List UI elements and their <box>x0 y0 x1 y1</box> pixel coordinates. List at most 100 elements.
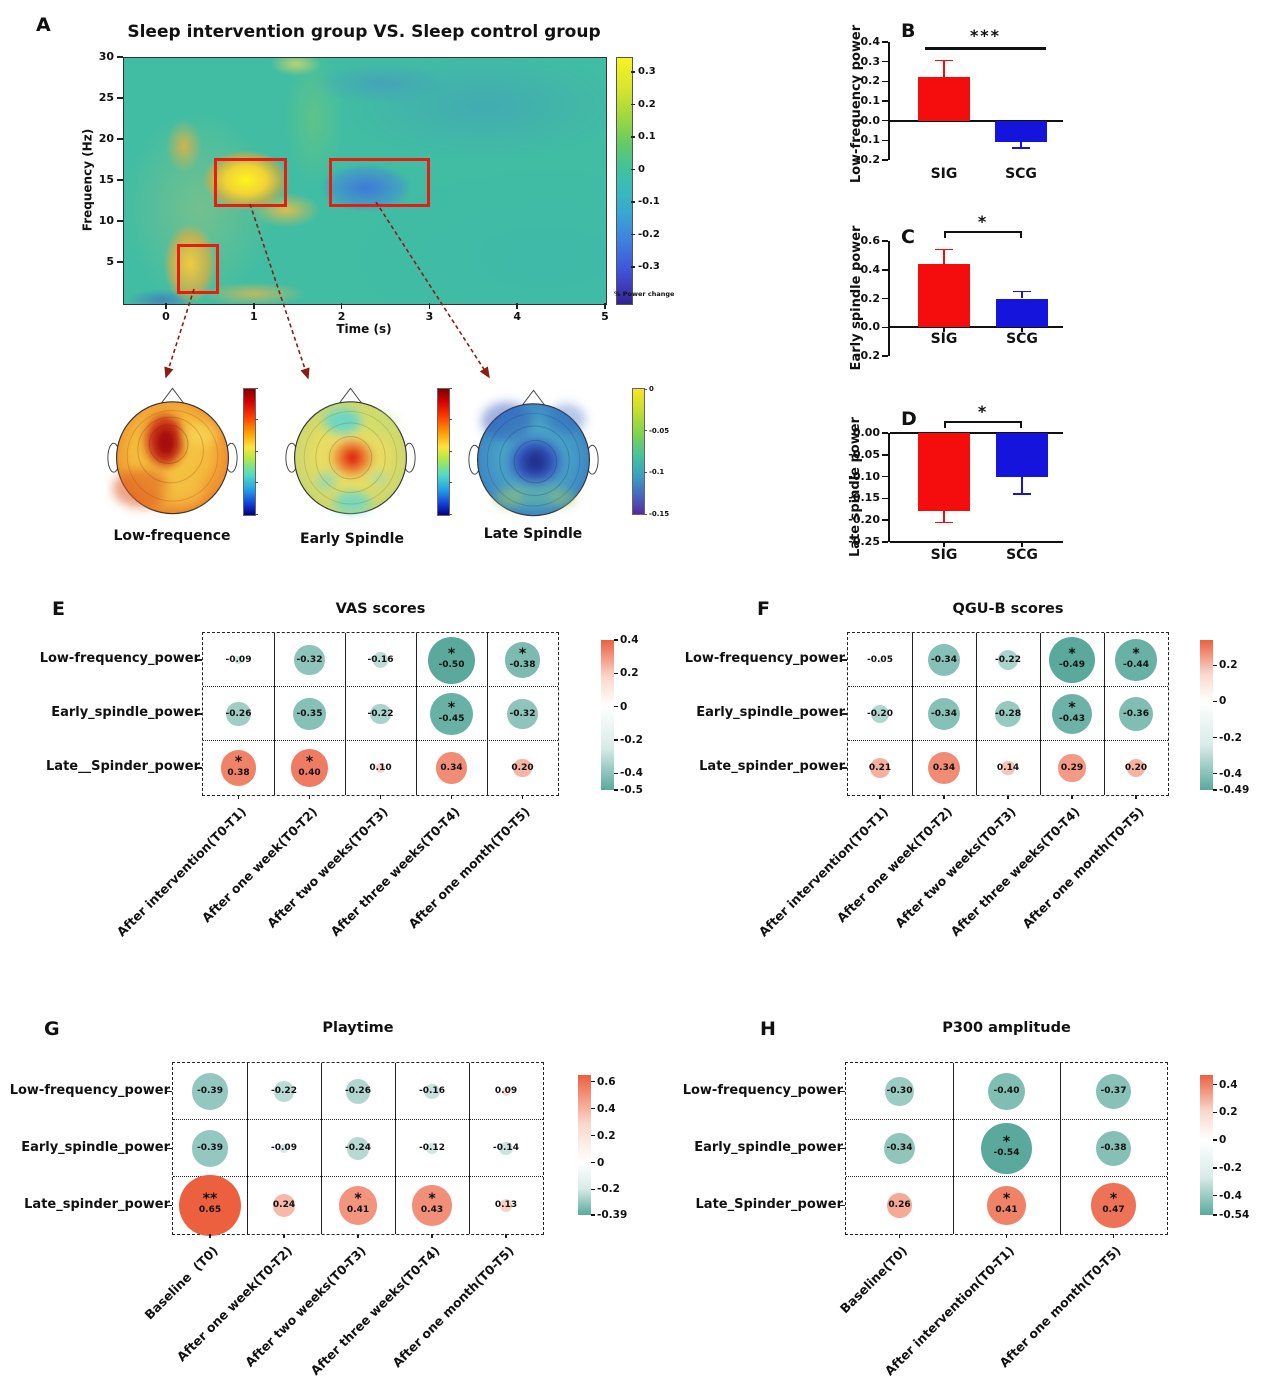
matrix-G-bubble <box>273 1081 295 1102</box>
bar-B-error-cap <box>1012 147 1030 149</box>
a-colorbar-tick-label: 0.2 <box>638 98 656 110</box>
matrix-G-row-label: Low-frequency_power <box>9 1082 170 1098</box>
matrix-G-col-tick <box>357 1234 359 1238</box>
bar-C-category-tick <box>1021 327 1023 332</box>
matrix-G-bubble <box>191 1073 229 1110</box>
bar-D-category-tick <box>943 542 945 547</box>
bar-C-ytick-label: -0.2 <box>855 349 880 362</box>
matrix-E-cell-text: -0.32 <box>274 633 345 687</box>
matrix-G-row-tick <box>167 1147 172 1150</box>
panel-label-a: A <box>36 14 51 36</box>
bar-B-ytick-dash <box>882 139 888 142</box>
matrix-F-value: 0.29 <box>1060 762 1084 773</box>
matrix-E-value: -0.45 <box>438 713 465 724</box>
matrix-H-colorbar-tick: -0.54 <box>1219 1209 1250 1221</box>
bar-B-ytick-label: -0.2 <box>855 153 880 167</box>
matrix-E-row-tick <box>197 713 202 715</box>
topomap-colorbar-tick <box>449 482 452 483</box>
matrix-F-bubble <box>928 644 960 676</box>
matrix-F-cell-text: 0.20 <box>1104 741 1168 795</box>
matrix-F-col-tick <box>943 795 945 799</box>
bar-C-ytick-dash <box>882 269 888 271</box>
matrix-F-value: 0.20 <box>1124 762 1148 773</box>
a-xtick-dash <box>516 303 518 309</box>
matrix-E-value: -0.26 <box>225 708 252 719</box>
highlight-box-late-spindle <box>329 158 430 207</box>
matrix-G-xlabel: After two weeks(T0-T3) <box>242 1243 369 1370</box>
topomap-colorbar-tick <box>449 387 452 389</box>
bar-D-ytick-dash <box>882 454 888 456</box>
a-xtick-dash <box>165 303 167 309</box>
a-colorbar-tick-label: -0.2 <box>638 228 660 240</box>
matrix-E-colorbar-tick: 0.4 <box>620 634 639 646</box>
a-colorbar-tick-dash <box>631 136 635 138</box>
matrix-E-significance-star: * <box>305 753 314 770</box>
matrix-E-bubble <box>375 763 386 773</box>
matrix-F-value: -0.28 <box>995 708 1021 719</box>
topomap-early-spindle <box>285 387 416 515</box>
matrix-E-value: -0.09 <box>225 654 252 665</box>
topomap-late-spindle-colorbar <box>632 388 645 515</box>
a-xtick-label: 5 <box>601 310 609 323</box>
bar-B-category-label: SIG <box>930 166 958 182</box>
matrix-G-row-tick <box>167 1090 172 1093</box>
a-xtick-dash <box>604 303 606 309</box>
matrix-E-bubble <box>226 701 251 727</box>
panel-g-title: Playtime <box>322 1020 394 1036</box>
matrix-G-colorbar-dash <box>591 1107 595 1110</box>
a-colorbar-tick-dash <box>631 168 635 171</box>
matrix-E-col-tick <box>450 795 453 799</box>
bar-B-ytick-label: -0.1 <box>855 133 880 147</box>
topomap-late-spindle-colorbar-tick: 0 <box>649 385 654 393</box>
matrix-H-vline <box>952 1063 954 1234</box>
bar-C-xaxis <box>890 326 1063 329</box>
matrix-G-xlabel: After one month(T0-T5) <box>389 1243 517 1371</box>
matrix-E-bubble <box>428 636 475 684</box>
matrix-E-col-tick <box>379 795 382 799</box>
matrix-H-value: 0.47 <box>1102 1205 1125 1215</box>
matrix-E-colorbar-tick: -0.2 <box>620 734 643 746</box>
matrix-G-cell-text: 0.24 <box>247 1177 321 1234</box>
bar-C-error-line <box>943 249 945 264</box>
matrix-E-value: -0.35 <box>296 708 323 719</box>
matrix-G-significance-star: ** <box>202 1191 218 1207</box>
matrix-E-bubble <box>435 752 468 784</box>
matrix-G-cell-text: -0.16 <box>395 1063 469 1120</box>
matrix-F-bubble <box>870 758 890 778</box>
matrix-F-cell-text: 0.29 <box>1040 741 1104 795</box>
topomap-colorbar-tick <box>255 387 258 389</box>
matrix-F-row-label: Low-frequency_power <box>684 651 845 666</box>
matrix-F-colorbar-dash <box>1213 664 1217 667</box>
bar-D-sig-bracket-end <box>944 421 946 428</box>
matrix-E-col-tick <box>308 795 311 799</box>
matrix-F-colorbar-dash <box>1213 700 1217 703</box>
matrix-E-colorbar-dash <box>614 705 618 708</box>
matrix-F-row-tick <box>842 713 847 715</box>
matrix-H-colorbar-tick: 0.4 <box>1219 1078 1238 1091</box>
spectrogram-heatmap <box>123 57 607 305</box>
matrix-F-bubble <box>928 698 960 730</box>
bar-D-ytick-dash <box>882 497 888 500</box>
matrix-E-row-label: Low-frequency_power <box>39 651 200 666</box>
panel-label-c: C <box>901 226 915 248</box>
matrix-H-bubble <box>987 1186 1026 1225</box>
matrix-H-bubble <box>1095 1130 1132 1167</box>
topomap-low-frequency <box>107 387 238 515</box>
matrix-H-vline <box>1059 1063 1061 1234</box>
matrix-G-cell-text: -0.39 <box>173 1063 247 1120</box>
matrix-H-value: 0.26 <box>888 1200 911 1210</box>
a-ytick-dash <box>117 179 123 181</box>
matrix-E-colorbar-tick: 0 <box>620 700 628 713</box>
matrix-G-col-tick <box>431 1234 433 1238</box>
a-colorbar-tick-dash <box>631 71 635 73</box>
matrix-H-cell-text: -0.37 <box>1060 1063 1167 1120</box>
a-ytick-label: 15 <box>98 173 114 186</box>
matrix-E-colorbar-tick: -0.5 <box>620 784 643 796</box>
matrix-H-significance-star: * <box>1002 1134 1011 1150</box>
matrix-F-col-tick <box>879 795 881 799</box>
matrix-E-cell-text: * 0.38 <box>203 741 274 795</box>
matrix-G-colorbar-dash <box>591 1188 595 1191</box>
matrix-E-value: -0.32 <box>509 708 536 719</box>
matrix-G-colorbar-dash <box>591 1214 595 1216</box>
